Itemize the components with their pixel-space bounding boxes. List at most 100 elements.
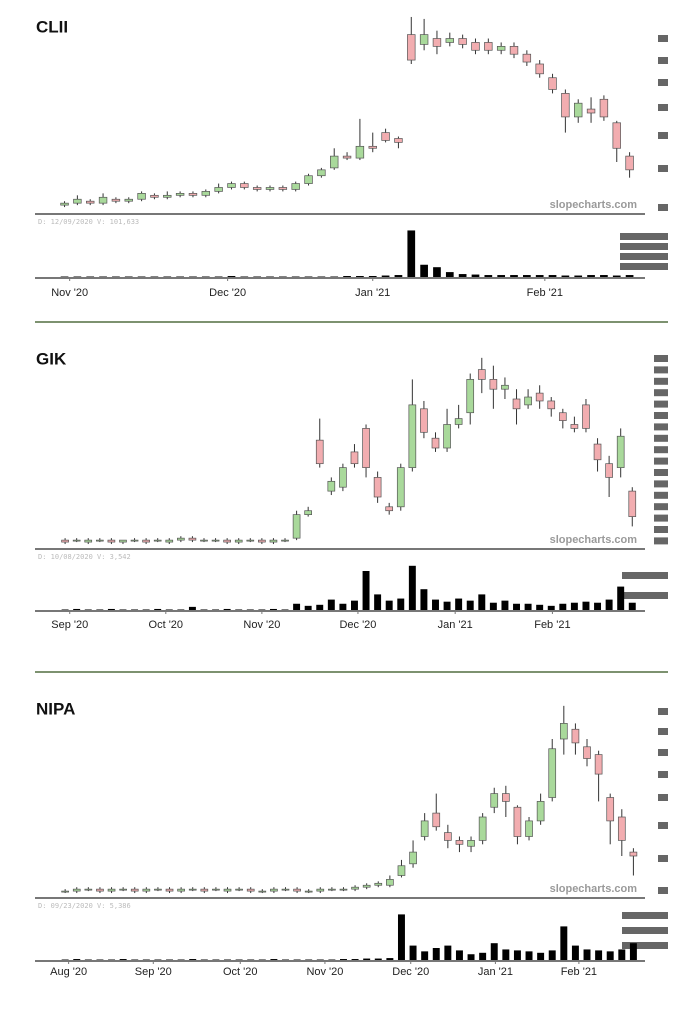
volume-bar [420, 264, 428, 277]
volume-bar [362, 571, 370, 610]
info-line: D: 09/23/2020 V: 5,386 [38, 902, 131, 910]
price-label-block [622, 942, 668, 949]
candle-body [373, 477, 382, 498]
candle-body [175, 193, 185, 196]
volume-bar [445, 272, 454, 277]
candle-body [165, 539, 174, 543]
candle-body [407, 34, 416, 61]
volume-bar [525, 951, 533, 960]
candle-body [72, 539, 81, 542]
info-line: D: 10/08/2020 V: 3,542 [38, 553, 131, 561]
candle-body [490, 793, 499, 808]
volume-bar [478, 594, 486, 610]
volume-bar [535, 275, 544, 277]
x-tick-label: Oct '20 [223, 966, 258, 978]
candle-body [496, 46, 506, 51]
candle-body [124, 198, 133, 202]
candle-body [316, 888, 325, 892]
candle-body [386, 879, 394, 886]
watermark: slopecharts.com [550, 534, 638, 546]
volume-bar [385, 600, 393, 610]
volume-bar [227, 276, 236, 277]
candle-body [420, 820, 429, 837]
candle-body [270, 888, 278, 892]
price-label-block [658, 822, 668, 829]
volume-bar [165, 609, 173, 610]
volume-bar [513, 603, 520, 610]
volume-bar [281, 609, 289, 610]
x-tick-label: Feb '21 [561, 966, 597, 978]
volume-bar [351, 959, 359, 960]
x-tick-label: Jan '21 [478, 966, 513, 978]
candle-body [397, 865, 406, 876]
candle-body [548, 77, 557, 90]
volume-bar [559, 603, 567, 610]
candle-body [200, 539, 208, 542]
candle-body [502, 793, 510, 802]
x-tick-label: Aug '20 [50, 966, 87, 978]
volume-bar [258, 609, 266, 610]
candle-body [599, 98, 609, 118]
x-tick-label: Nov '20 [306, 966, 343, 978]
volume-bar [84, 609, 92, 610]
price-label-block [658, 79, 668, 86]
volume-bar [524, 603, 532, 610]
candle-body [234, 539, 243, 543]
price-label-block [658, 749, 668, 756]
price-label-block [654, 446, 668, 454]
candle-body [265, 187, 275, 190]
price-label-block [658, 104, 668, 111]
volume-bar [583, 949, 591, 960]
price-label-block [654, 434, 668, 442]
candle-body [339, 467, 347, 488]
candle-body [107, 888, 116, 892]
price-label-block [654, 480, 668, 488]
candle-body [107, 539, 116, 543]
candle-body [304, 510, 312, 515]
candle-body [137, 193, 146, 200]
price-label-block [658, 794, 668, 801]
price-label-block [654, 423, 668, 431]
candle-body [342, 155, 352, 159]
candle-body [396, 467, 405, 508]
candle-body [355, 145, 365, 159]
candle-body [258, 539, 266, 543]
candle-body [471, 42, 480, 51]
volume-bar [582, 601, 590, 610]
volume-bar [587, 275, 595, 277]
volume-bar [119, 609, 127, 610]
candle-body [293, 888, 301, 892]
candle-body [304, 175, 313, 184]
candle-body [111, 198, 121, 202]
price-label-block [658, 35, 668, 42]
volume-bar [421, 951, 429, 960]
candle-body [628, 490, 637, 517]
price-label-block [654, 537, 668, 545]
price-label-block [620, 263, 668, 270]
volume-bar [571, 945, 579, 960]
candle-body [246, 539, 255, 542]
volume-bar [408, 565, 416, 610]
x-tick-label: Feb '21 [534, 619, 570, 631]
x-tick-label: Feb '21 [527, 287, 563, 299]
price-label-block [658, 728, 668, 735]
candle-body [467, 840, 475, 847]
price-label-block [658, 165, 668, 172]
volume-bar [131, 609, 139, 610]
volume-bar [374, 594, 382, 610]
candle-body [240, 183, 249, 188]
price-label-block [654, 469, 668, 476]
chart-title: CLII [36, 17, 68, 36]
candle-body [594, 754, 603, 775]
candle-body [558, 412, 567, 421]
volume-bar [212, 609, 220, 610]
candle-body [586, 108, 596, 114]
price-label-block [620, 243, 668, 250]
candle-body [165, 888, 174, 892]
candle-body [582, 404, 590, 429]
candle-body [444, 832, 452, 841]
candle-body [150, 194, 159, 198]
candle-body [177, 537, 185, 541]
price-label-block [654, 457, 668, 465]
